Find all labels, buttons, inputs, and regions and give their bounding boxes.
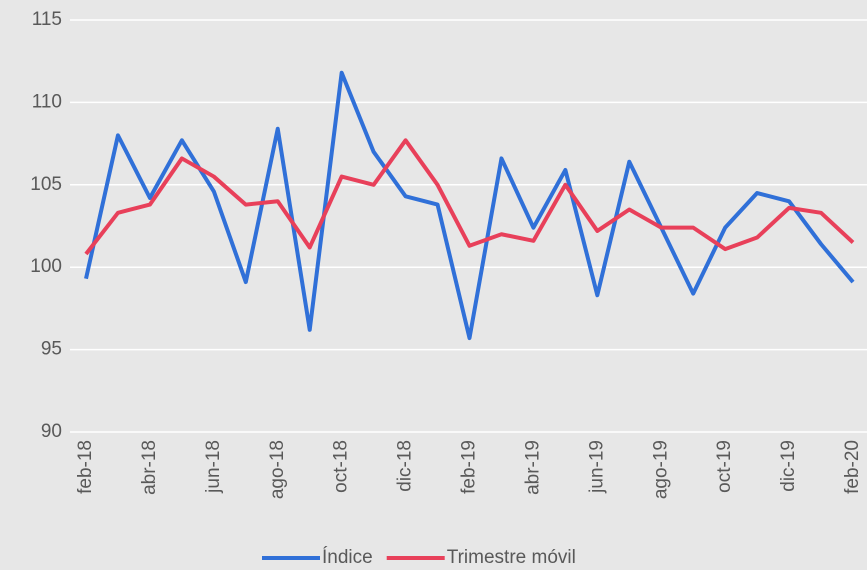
- x-tick-label: dic-18: [395, 440, 416, 492]
- x-tick-label: feb-20: [842, 440, 863, 494]
- x-tick-label: feb-18: [75, 440, 96, 494]
- y-tick-label: 105: [30, 174, 62, 195]
- x-tick-label: dic-19: [778, 440, 799, 492]
- data-line: [84, 70, 855, 341]
- x-tick-label: feb-19: [459, 440, 480, 494]
- y-tick-label: 95: [41, 339, 62, 360]
- x-tick-label: ago-19: [650, 440, 671, 499]
- x-tick-label: ago-18: [267, 440, 288, 499]
- y-tick-label: 110: [32, 91, 62, 112]
- x-tick-label: jun-19: [586, 440, 607, 494]
- x-tick-label: abr-18: [139, 440, 160, 495]
- data-line: [84, 138, 855, 256]
- y-tick-label: 100: [30, 256, 62, 277]
- x-tick-label: abr-19: [522, 440, 543, 495]
- y-tick-label: 115: [32, 9, 62, 30]
- x-tick-label: oct-19: [714, 440, 735, 493]
- x-tick-label: oct-18: [331, 440, 352, 493]
- legend-label: Índice: [322, 547, 373, 568]
- x-tick-label: jun-18: [203, 440, 224, 494]
- y-tick-label: 90: [41, 421, 62, 442]
- legend-label: Trimestre móvil: [447, 547, 576, 568]
